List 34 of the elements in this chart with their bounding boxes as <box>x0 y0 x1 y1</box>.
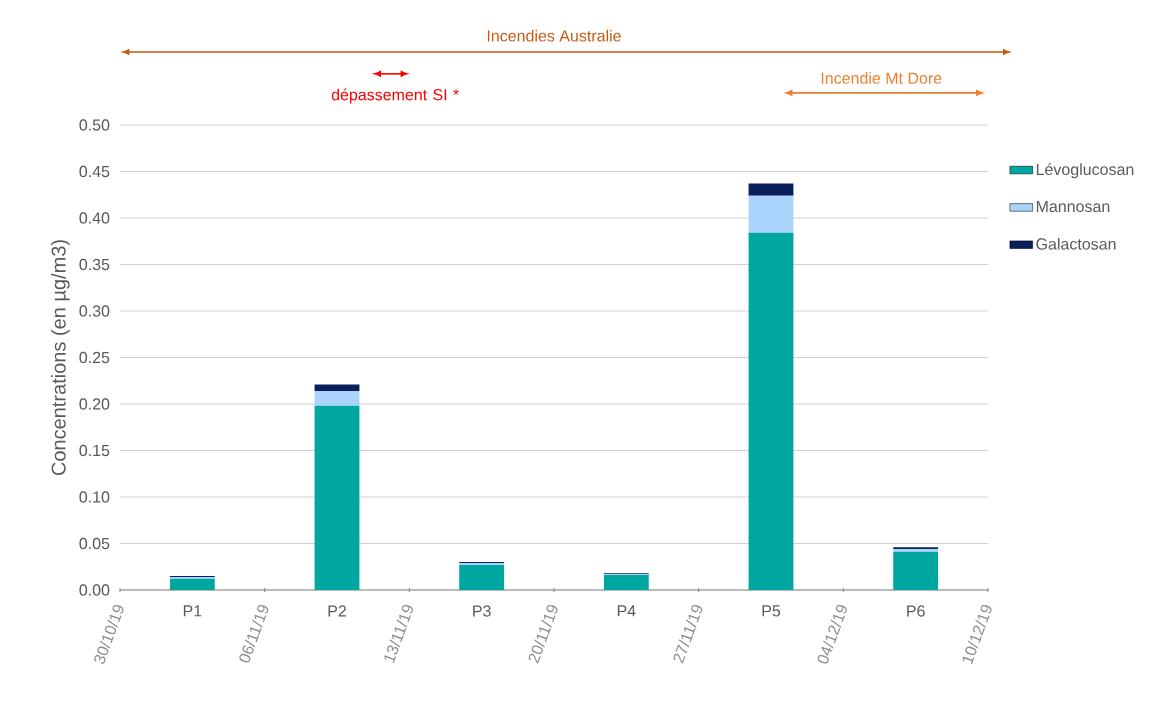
x-tick-label: P2 <box>328 605 346 617</box>
bar <box>748 232 794 590</box>
bar <box>748 183 794 196</box>
x-tick-label: P4 <box>617 605 636 617</box>
x-tick-label: P3 <box>473 605 491 617</box>
legend-label: Galactosan <box>1036 237 1116 250</box>
y-tick-label: 0.10 <box>79 491 110 503</box>
y-tick-label: 0.40 <box>79 212 110 224</box>
y-tick-label: 0.00 <box>79 584 110 596</box>
bar <box>603 575 649 590</box>
y-tick-label: 0.15 <box>79 444 110 457</box>
y-tick-label: 0.30 <box>79 305 110 317</box>
y-tick-label: 0.35 <box>79 258 110 271</box>
text: Incendie Mt Dore <box>821 72 942 84</box>
text: dépassement SI * <box>331 88 459 104</box>
bar <box>169 578 215 590</box>
legend-label: Mannosan <box>1036 200 1110 213</box>
bar <box>459 564 505 590</box>
bar <box>748 195 794 233</box>
x-tick-label: P1 <box>183 605 202 617</box>
x-tick-label: P5 <box>762 605 781 617</box>
x-tick-label: P6 <box>907 605 925 617</box>
y-tick-label: 0.45 <box>79 165 110 178</box>
y-tick-label: 0.50 <box>79 119 110 131</box>
legend-label: Lévoglucosan <box>1036 163 1134 179</box>
y-tick-label: 0.20 <box>79 398 110 410</box>
bar <box>893 551 939 590</box>
y-axis-title: Concentrations (en µg/m3) <box>51 240 70 476</box>
text: Incendies Australie <box>487 29 621 42</box>
bar <box>314 405 360 590</box>
bar <box>314 390 360 406</box>
bar <box>314 384 360 391</box>
y-tick-label: 0.05 <box>79 537 110 550</box>
y-tick-label: 0.25 <box>79 351 110 364</box>
